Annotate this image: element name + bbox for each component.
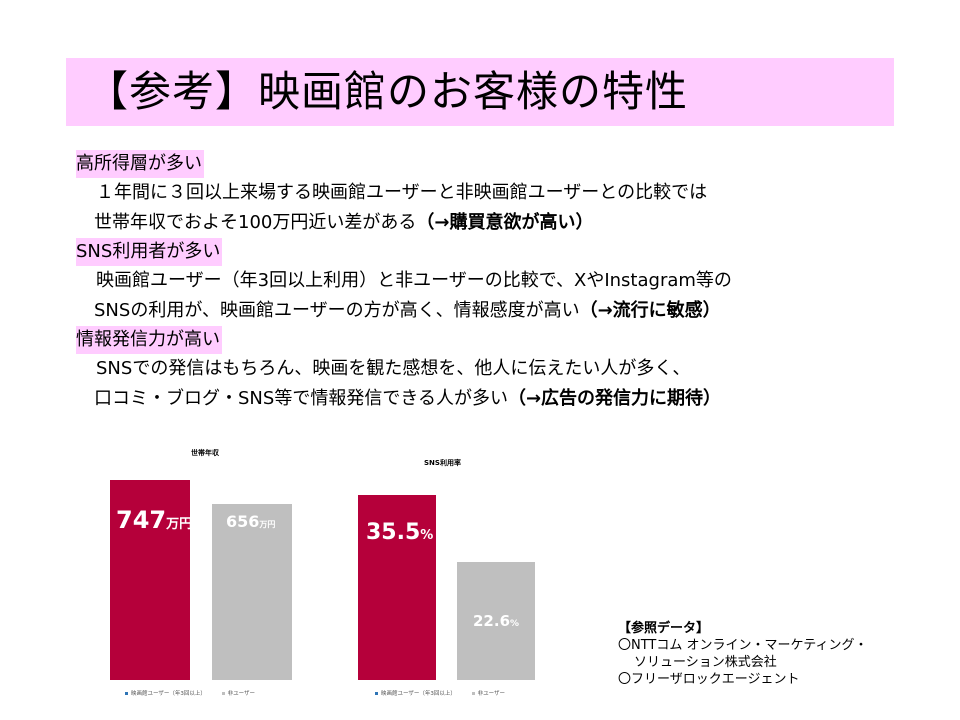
body-line: １年間に３回以上来場する映画館ユーザーと非映画館ユーザーとの比較では bbox=[96, 182, 708, 203]
body-line: 口コミ・ブログ・SNS等で情報発信できる人が多い（→広告の発信力に期待） bbox=[94, 388, 722, 409]
legend-swatch bbox=[125, 692, 128, 695]
legend-swatch bbox=[375, 692, 378, 695]
chart-title: 世帯年収 bbox=[191, 449, 219, 457]
section-heading: 高所得層が多い bbox=[76, 150, 204, 178]
bar-user bbox=[110, 480, 190, 680]
reference-item: 〇NTTコム オンライン・マーケティング・ bbox=[618, 638, 868, 653]
reference-title: 【参照データ】 bbox=[618, 621, 710, 636]
page-title: 【参考】映画館のお客様の特性 bbox=[86, 67, 689, 116]
data-label-non-user: 656万円 bbox=[226, 512, 276, 532]
body-line: SNSの利用が、映画館ユーザーの方が高く、情報感度が高い（→流行に敏感） bbox=[94, 300, 721, 321]
bar-user bbox=[358, 495, 436, 680]
reference-item: 〇フリーザロックエージェント bbox=[618, 672, 800, 687]
bar-non-user bbox=[212, 504, 292, 680]
body-line: 映画館ユーザー（年3回以上利用）と非ユーザーの比較で、XやInstagram等の bbox=[96, 270, 732, 291]
section-heading: 情報発信力が高い bbox=[76, 326, 222, 354]
legend-swatch bbox=[221, 692, 225, 695]
data-label-user: 35.5% bbox=[366, 520, 434, 545]
bar-non-user bbox=[457, 562, 535, 680]
chart-legend: 映画館ユーザー（年3回以上） 非ユーザー bbox=[125, 689, 255, 697]
data-label-user: 747万円 bbox=[116, 506, 193, 534]
chart-sns-usage: SNS利用率 35.5% 22.6% 映画館ユーザー（年3回以上） 非ユーザー bbox=[350, 455, 550, 705]
chart-title: SNS利用率 bbox=[424, 459, 461, 467]
title-band bbox=[66, 58, 894, 126]
section-high-income: 高所得層が多い １年間に３回以上来場する映画館ユーザーと非映画館ユーザーとの比較… bbox=[76, 150, 936, 238]
body-text: 高所得層が多い １年間に３回以上来場する映画館ユーザーと非映画館ユーザーとの比較… bbox=[76, 150, 936, 414]
data-label-non-user: 22.6% bbox=[473, 612, 520, 631]
legend-swatch bbox=[471, 692, 475, 695]
section-influence: 情報発信力が高い SNSでの発信はもちろん、映画を観た感想を、他人に伝えたい人が… bbox=[76, 326, 936, 414]
body-line: 世帯年収でおよそ100万円近い差がある（→購買意欲が高い） bbox=[94, 212, 594, 233]
body-line: SNSでの発信はもちろん、映画を観た感想を、他人に伝えたい人が多く、 bbox=[96, 358, 691, 379]
chart-legend: 映画館ユーザー（年3回以上） 非ユーザー bbox=[375, 689, 505, 697]
reference-block: 【参照データ】 〇NTTコム オンライン・マーケティング・ ソリューション株式会… bbox=[618, 620, 867, 688]
reference-item: ソリューション株式会社 bbox=[634, 655, 777, 670]
section-sns-users: SNS利用者が多い 映画館ユーザー（年3回以上利用）と非ユーザーの比較で、XやI… bbox=[76, 238, 936, 326]
section-heading: SNS利用者が多い bbox=[76, 238, 223, 266]
chart-household-income: 世帯年収 747万円 656万円 映画館ユーザー（年3回以上） 非ユーザー bbox=[100, 445, 310, 705]
